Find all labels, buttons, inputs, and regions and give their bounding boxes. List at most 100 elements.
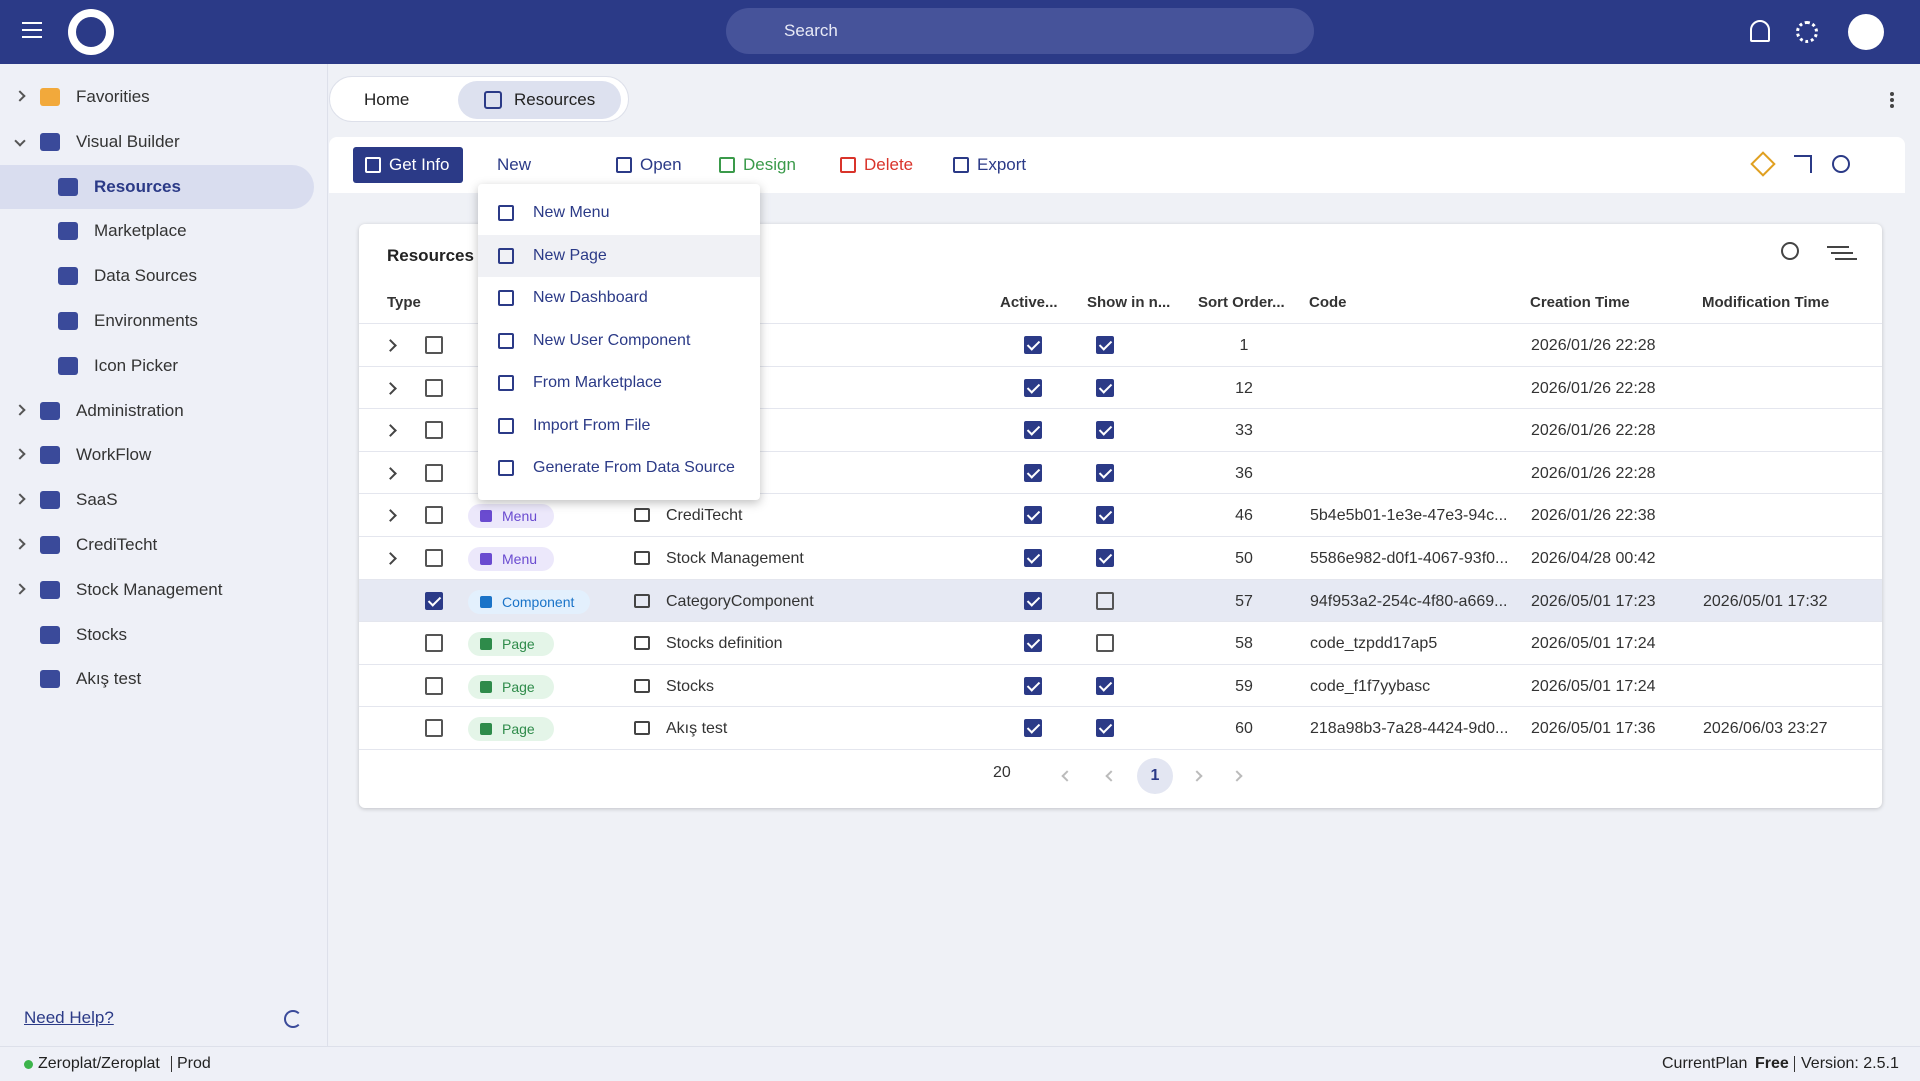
- menu-item[interactable]: New Dashboard: [478, 277, 760, 319]
- show-checkbox[interactable]: [1096, 676, 1114, 695]
- favorite[interactable]: [1750, 151, 1776, 177]
- expand[interactable]: [1794, 155, 1812, 173]
- sidebar-item[interactable]: SaaS: [0, 478, 328, 522]
- toolbar-button[interactable]: New: [497, 155, 532, 174]
- table-row[interactable]: 12 2026/01/26 22:28: [359, 365, 1882, 409]
- row-checkbox[interactable]: [425, 463, 443, 482]
- toolbar-button[interactable]: Design: [707, 147, 806, 183]
- item-label: Stocks: [76, 624, 128, 644]
- row-checkbox[interactable]: [425, 676, 443, 695]
- settings[interactable]: [1796, 21, 1818, 43]
- menu-item[interactable]: From Marketplace: [478, 362, 760, 404]
- table-title: Resources: [387, 246, 474, 265]
- row-checkbox[interactable]: [425, 506, 443, 525]
- first-page[interactable]: [1061, 770, 1073, 782]
- table-row[interactable]: Page Stocks definition 58 code_tzpdd17ap5 20…: [359, 621, 1882, 664]
- active-checkbox[interactable]: [1024, 463, 1042, 482]
- toolbar-button[interactable]: Get Info: [353, 147, 464, 183]
- sidebar-item[interactable]: Stocks: [0, 613, 328, 657]
- sidebar-item[interactable]: Akış test: [0, 657, 328, 701]
- table-row[interactable]: Component CategoryComponent 57 94f953a2-254…: [359, 578, 1882, 622]
- sidebar-item[interactable]: Visual Builder: [0, 120, 328, 164]
- table-row[interactable]: 1 2026/01/26 22:28: [359, 323, 1882, 366]
- row-checkbox[interactable]: [425, 378, 443, 397]
- sidebar-item[interactable]: Administration: [0, 389, 328, 433]
- notifications[interactable]: [1750, 20, 1770, 42]
- toolbar-button[interactable]: Open: [604, 147, 692, 183]
- active-checkbox[interactable]: [1024, 676, 1042, 695]
- sidebar-item[interactable]: Data Sources: [0, 254, 328, 298]
- expander: [14, 538, 26, 550]
- sidebar-item[interactable]: Environments: [0, 299, 328, 343]
- menu-item[interactable]: Generate From Data Source: [478, 447, 760, 489]
- show-checkbox[interactable]: [1096, 421, 1114, 440]
- power[interactable]: [1832, 155, 1850, 173]
- active-checkbox[interactable]: [1024, 634, 1042, 653]
- sidebar-item[interactable]: Favorities: [0, 75, 328, 119]
- sidebar-item[interactable]: Stock Management: [0, 568, 328, 612]
- sidebar-item[interactable]: Resources: [0, 164, 314, 209]
- show-checkbox[interactable]: [1096, 463, 1114, 482]
- row-checkbox[interactable]: [425, 336, 443, 354]
- help-link[interactable]: Need Help?: [24, 1008, 114, 1027]
- table-row[interactable]: Menu CrediTecht 46 5b4e5b01-1e3e-47e3-94c..…: [359, 493, 1882, 536]
- active-checkbox[interactable]: [1024, 421, 1042, 440]
- tab[interactable]: Resources: [458, 81, 622, 119]
- prev-page[interactable]: [1105, 770, 1117, 782]
- active-checkbox[interactable]: [1024, 549, 1042, 567]
- avatar[interactable]: [1848, 14, 1884, 50]
- active-checkbox[interactable]: [1024, 378, 1042, 397]
- show-checkbox[interactable]: [1096, 336, 1114, 354]
- logo[interactable]: [68, 9, 114, 55]
- menu-icon: [498, 290, 514, 306]
- table-row[interactable]: 36 2026/01/26 22:28: [359, 450, 1882, 494]
- toolbar-button[interactable]: Export: [941, 147, 1036, 183]
- row-expander[interactable]: [384, 339, 397, 352]
- sidebar-item[interactable]: WorkFlow: [0, 433, 328, 477]
- row-expander[interactable]: [384, 466, 397, 480]
- active-checkbox[interactable]: [1024, 591, 1042, 610]
- show-checkbox[interactable]: [1096, 506, 1114, 525]
- type-chip: Menu: [468, 504, 554, 529]
- show-checkbox[interactable]: [1096, 634, 1114, 653]
- sidebar-item[interactable]: CrediTecht: [0, 523, 328, 567]
- table-row[interactable]: 33 2026/01/26 22:28: [359, 408, 1882, 451]
- menu-item[interactable]: New Menu: [478, 192, 760, 234]
- show-checkbox[interactable]: [1096, 719, 1114, 738]
- search-box[interactable]: Search: [726, 8, 1314, 54]
- show-checkbox[interactable]: [1096, 378, 1114, 397]
- table-row[interactable]: Page Akış test 60 218a98b3-7a28-4424-9d0...…: [359, 706, 1882, 749]
- item-icon: [58, 312, 78, 330]
- show-checkbox[interactable]: [1096, 591, 1114, 610]
- tab[interactable]: Home: [364, 90, 410, 109]
- sidebar-item[interactable]: Marketplace: [0, 209, 328, 253]
- row-expander[interactable]: [384, 552, 397, 565]
- search-button[interactable]: [1781, 242, 1799, 260]
- row-expander[interactable]: [384, 509, 397, 523]
- menu-item[interactable]: New Page: [478, 234, 760, 277]
- refresh[interactable]: [284, 1010, 302, 1028]
- last-page[interactable]: [1231, 770, 1243, 782]
- row-expander[interactable]: [384, 381, 397, 395]
- table-row[interactable]: Page Stocks 59 code_f1f7yybasc 2026/05/01 17…: [359, 663, 1882, 707]
- active-checkbox[interactable]: [1024, 719, 1042, 738]
- row-checkbox[interactable]: [425, 549, 443, 567]
- row-checkbox[interactable]: [425, 634, 443, 653]
- menu-button[interactable]: [22, 22, 42, 24]
- toolbar-button[interactable]: Delete: [828, 147, 923, 183]
- row-checkbox[interactable]: [425, 719, 443, 738]
- table-row[interactable]: Menu Stock Management 50 5586e982-d0f1-4067…: [359, 536, 1882, 579]
- page-size[interactable]: 20: [993, 764, 1011, 781]
- row-checkbox[interactable]: [425, 421, 443, 440]
- next-page[interactable]: [1191, 770, 1203, 782]
- active-checkbox[interactable]: [1024, 336, 1042, 354]
- menu-item[interactable]: New User Component: [478, 320, 760, 362]
- row-checkbox[interactable]: [425, 591, 443, 610]
- filter-button[interactable]: [1827, 246, 1849, 248]
- sidebar-item[interactable]: Icon Picker: [0, 344, 328, 388]
- menu-item[interactable]: Import From File: [478, 405, 760, 447]
- current-page[interactable]: 1: [1137, 758, 1173, 794]
- active-checkbox[interactable]: [1024, 506, 1042, 525]
- show-checkbox[interactable]: [1096, 549, 1114, 567]
- row-expander[interactable]: [384, 424, 397, 438]
